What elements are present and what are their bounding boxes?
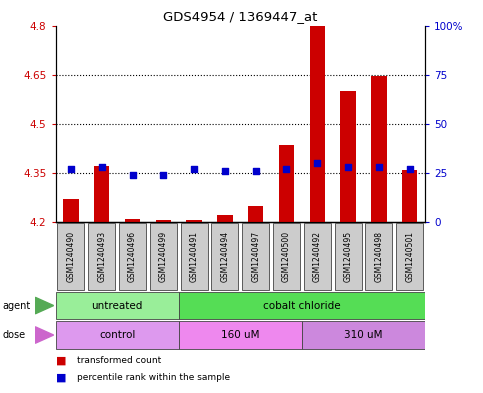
- Point: [375, 164, 383, 170]
- Point: [344, 164, 352, 170]
- FancyBboxPatch shape: [56, 321, 179, 349]
- Point: [128, 172, 136, 178]
- Text: transformed count: transformed count: [77, 356, 161, 365]
- Text: GSM1240497: GSM1240497: [251, 231, 260, 282]
- Point: [221, 168, 229, 174]
- Bar: [94, 166, 110, 222]
- Text: GSM1240492: GSM1240492: [313, 231, 322, 282]
- FancyBboxPatch shape: [119, 223, 146, 290]
- Text: dose: dose: [2, 330, 26, 340]
- Text: GSM1240491: GSM1240491: [190, 231, 199, 282]
- Point: [190, 166, 198, 172]
- Text: GSM1240494: GSM1240494: [220, 231, 229, 282]
- Point: [67, 166, 75, 172]
- FancyBboxPatch shape: [273, 223, 300, 290]
- Text: GSM1240496: GSM1240496: [128, 231, 137, 282]
- Text: GSM1240500: GSM1240500: [282, 231, 291, 282]
- Text: ■: ■: [56, 356, 66, 366]
- Bar: [125, 219, 140, 222]
- FancyBboxPatch shape: [150, 223, 177, 290]
- Text: untreated: untreated: [91, 301, 143, 310]
- FancyBboxPatch shape: [181, 223, 208, 290]
- FancyBboxPatch shape: [57, 223, 85, 290]
- FancyBboxPatch shape: [179, 292, 425, 319]
- Text: GSM1240499: GSM1240499: [159, 231, 168, 282]
- FancyBboxPatch shape: [302, 321, 425, 349]
- FancyBboxPatch shape: [56, 292, 179, 319]
- Bar: [156, 220, 171, 222]
- Text: 310 uM: 310 uM: [344, 330, 383, 340]
- Text: ■: ■: [56, 372, 66, 382]
- Text: GSM1240490: GSM1240490: [67, 231, 75, 282]
- Text: GSM1240498: GSM1240498: [374, 231, 384, 282]
- Bar: [217, 215, 233, 222]
- Text: percentile rank within the sample: percentile rank within the sample: [77, 373, 230, 382]
- Bar: [279, 145, 294, 222]
- Bar: [248, 206, 263, 222]
- Text: GSM1240493: GSM1240493: [97, 231, 106, 282]
- Text: GSM1240501: GSM1240501: [405, 231, 414, 282]
- Point: [406, 166, 413, 172]
- Bar: [371, 76, 386, 222]
- FancyBboxPatch shape: [304, 223, 331, 290]
- Text: cobalt chloride: cobalt chloride: [263, 301, 341, 310]
- Text: agent: agent: [2, 301, 30, 310]
- FancyBboxPatch shape: [88, 223, 115, 290]
- Polygon shape: [35, 327, 54, 343]
- Text: 160 uM: 160 uM: [221, 330, 259, 340]
- Text: GSM1240495: GSM1240495: [343, 231, 353, 282]
- FancyBboxPatch shape: [335, 223, 362, 290]
- FancyBboxPatch shape: [365, 223, 392, 290]
- FancyBboxPatch shape: [179, 321, 302, 349]
- Point: [252, 168, 259, 174]
- Bar: [341, 91, 356, 222]
- Bar: [63, 199, 79, 222]
- FancyBboxPatch shape: [396, 223, 423, 290]
- Point: [98, 164, 106, 170]
- Bar: [310, 26, 325, 222]
- Text: control: control: [99, 330, 135, 340]
- Bar: [186, 220, 202, 222]
- Point: [283, 166, 290, 172]
- FancyBboxPatch shape: [242, 223, 269, 290]
- Title: GDS4954 / 1369447_at: GDS4954 / 1369447_at: [163, 10, 317, 23]
- Point: [159, 172, 167, 178]
- Point: [313, 160, 321, 166]
- FancyBboxPatch shape: [212, 223, 239, 290]
- Bar: [402, 170, 417, 222]
- Polygon shape: [35, 297, 54, 314]
